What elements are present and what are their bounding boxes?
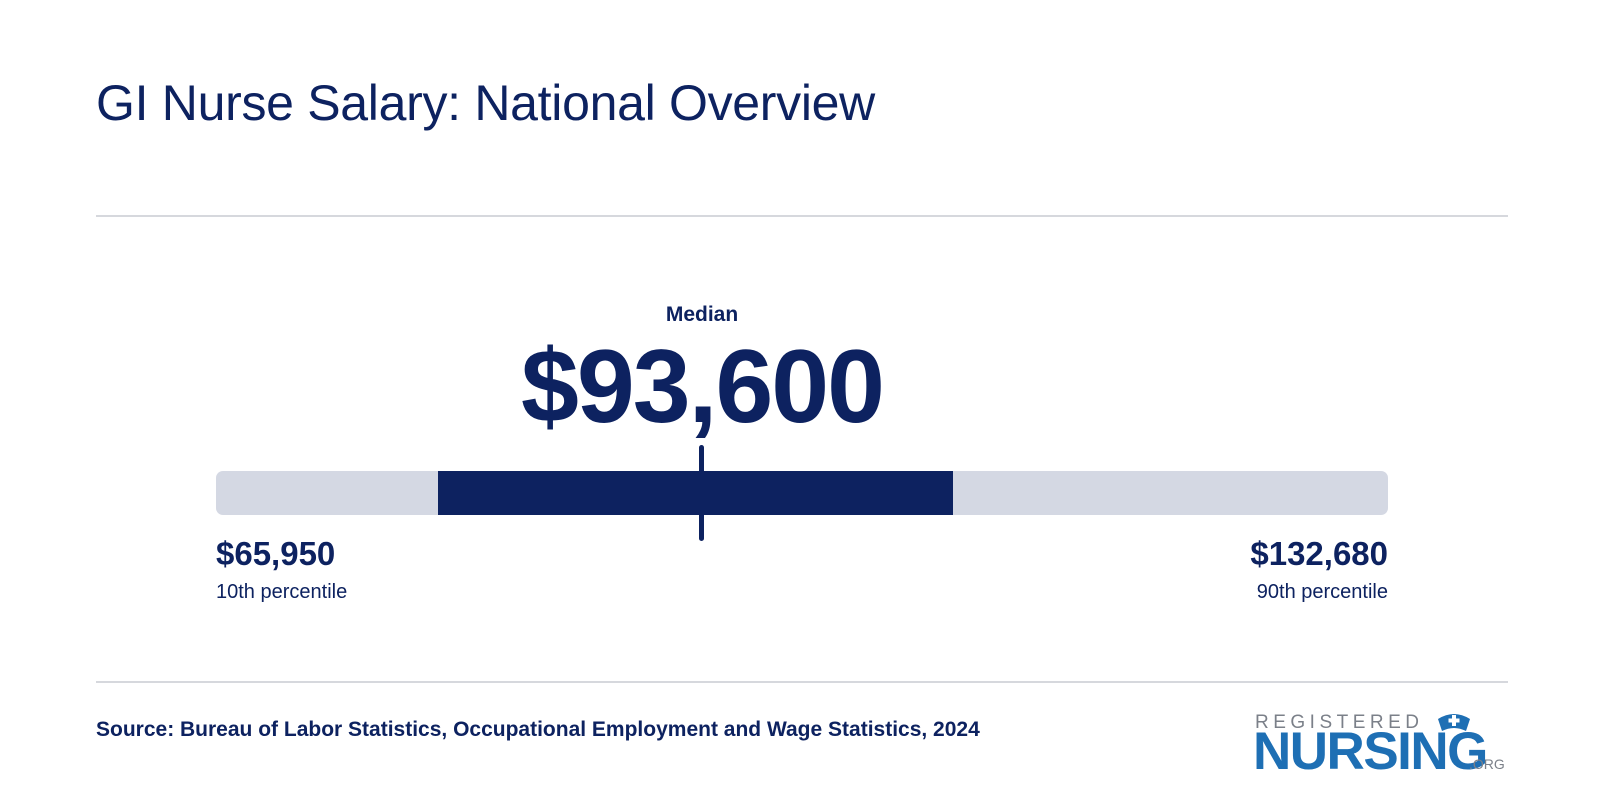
- page-title: GI Nurse Salary: National Overview: [96, 75, 875, 131]
- median-label: Median: [665, 303, 739, 326]
- low-label: 10th percentile: [216, 581, 348, 603]
- median-marker: [699, 445, 705, 541]
- registered-nursing-logo[interactable]: REGISTERED NURSING .ORG: [1253, 712, 1511, 778]
- top-divider: [96, 215, 1508, 217]
- high-value: $132,680: [1250, 535, 1388, 572]
- logo-nursing-text: NURSING: [1253, 722, 1488, 781]
- nurse-cap-icon: [1438, 714, 1470, 731]
- logo-registered-text: REGISTERED: [1255, 712, 1424, 733]
- salary-range-chart: [216, 445, 1388, 541]
- bottom-divider: [96, 681, 1508, 683]
- median-value: $93,600: [521, 329, 885, 445]
- salary-range-fill: [438, 471, 953, 515]
- high-label: 90th percentile: [1256, 581, 1388, 603]
- logo-org-text: .ORG: [1469, 756, 1505, 772]
- source-note: Source: Bureau of Labor Statistics, Occu…: [96, 718, 980, 741]
- low-value: $65,950: [216, 535, 336, 572]
